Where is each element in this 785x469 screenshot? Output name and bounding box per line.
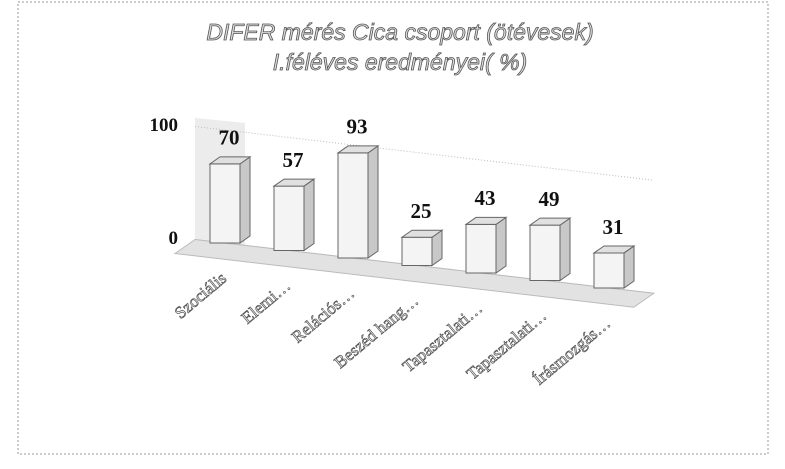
bar-top: [272, 178, 316, 187]
bar-top: [208, 156, 252, 165]
bar: [208, 155, 252, 244]
bar-front: [465, 223, 497, 274]
bar: [272, 178, 316, 252]
bar-top: [400, 229, 444, 238]
bar-front: [273, 185, 305, 251]
grid-line: [194, 125, 654, 181]
chart-title: I.féléves eredményei( %): [273, 49, 527, 75]
bar: [592, 245, 636, 289]
y-tick-label: 0: [169, 228, 179, 249]
bar-top: [528, 217, 572, 226]
data-label: 31: [603, 215, 624, 239]
chart-frame: [17, 1, 769, 455]
bar-side: [559, 217, 571, 282]
bar-top: [336, 145, 380, 154]
floor: [173, 238, 656, 308]
bar-side: [367, 144, 379, 259]
bar-side: [303, 178, 315, 252]
data-label: 70: [219, 126, 240, 150]
bar: [528, 217, 572, 282]
bar: [336, 144, 380, 259]
bar-side: [239, 155, 251, 244]
bar-top: [592, 245, 636, 254]
bar-front: [593, 252, 625, 289]
bar: [400, 229, 444, 267]
data-label: 93: [347, 115, 368, 139]
data-label: 43: [475, 186, 496, 210]
bar-side: [495, 216, 507, 274]
bar: [464, 216, 508, 274]
bar-front: [529, 224, 561, 282]
grid-line: [194, 238, 654, 294]
bar-top: [464, 216, 508, 225]
bar-front: [401, 236, 433, 266]
chart-title: DIFER mérés Cica csoport (ötévesek): [206, 19, 593, 45]
bar-front: [337, 152, 369, 259]
data-label: 57: [283, 148, 304, 172]
bar-front: [209, 163, 241, 244]
data-label: 25: [411, 199, 432, 223]
y-tick-label: 100: [150, 115, 179, 136]
data-label: 49: [539, 187, 560, 211]
